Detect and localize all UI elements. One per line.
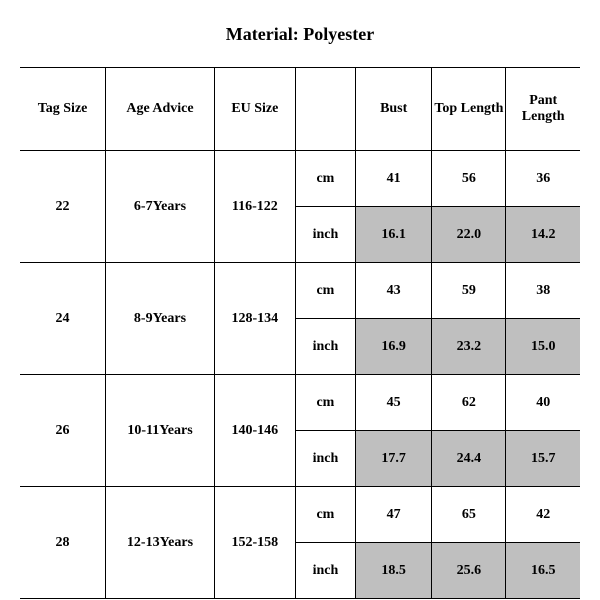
cell-pant-length: 36 <box>506 151 580 207</box>
cell-pant-length: 16.5 <box>506 543 580 599</box>
size-chart-page: Material: Polyester Tag Size Age Advice … <box>0 0 600 600</box>
cell-bust: 43 <box>356 263 432 319</box>
cell-eu-size: 152-158 <box>214 487 295 599</box>
cell-eu-size: 128-134 <box>214 263 295 375</box>
cell-age-advice: 6-7Years <box>106 151 215 263</box>
size-table: Tag Size Age Advice EU Size Bust Top Len… <box>20 67 580 599</box>
cell-unit: inch <box>295 319 355 375</box>
cell-unit: cm <box>295 151 355 207</box>
header-row: Tag Size Age Advice EU Size Bust Top Len… <box>20 68 580 151</box>
cell-bust: 16.9 <box>356 319 432 375</box>
cell-age-advice: 10-11Years <box>106 375 215 487</box>
cell-pant-length: 42 <box>506 487 580 543</box>
cell-unit: cm <box>295 375 355 431</box>
cell-bust: 16.1 <box>356 207 432 263</box>
cell-top-length: 65 <box>432 487 506 543</box>
cell-unit: inch <box>295 431 355 487</box>
cell-tag-size: 26 <box>20 375 106 487</box>
size-table-body: 226-7Years116-122cm415636inch16.122.014.… <box>20 151 580 599</box>
col-unit <box>295 68 355 151</box>
cell-eu-size: 140-146 <box>214 375 295 487</box>
cell-bust: 47 <box>356 487 432 543</box>
cell-unit: inch <box>295 543 355 599</box>
cell-bust: 45 <box>356 375 432 431</box>
table-row: 2610-11Years140-146cm456240 <box>20 375 580 431</box>
table-row: 226-7Years116-122cm415636 <box>20 151 580 207</box>
cell-top-length: 23.2 <box>432 319 506 375</box>
cell-top-length: 25.6 <box>432 543 506 599</box>
cell-top-length: 56 <box>432 151 506 207</box>
col-tag-size: Tag Size <box>20 68 106 151</box>
cell-top-length: 59 <box>432 263 506 319</box>
cell-pant-length: 38 <box>506 263 580 319</box>
cell-top-length: 62 <box>432 375 506 431</box>
cell-pant-length: 15.7 <box>506 431 580 487</box>
cell-pant-length: 40 <box>506 375 580 431</box>
col-eu-size: EU Size <box>214 68 295 151</box>
cell-age-advice: 8-9Years <box>106 263 215 375</box>
cell-bust: 18.5 <box>356 543 432 599</box>
col-top-length: Top Length <box>432 68 506 151</box>
col-age-advice: Age Advice <box>106 68 215 151</box>
cell-eu-size: 116-122 <box>214 151 295 263</box>
table-row: 2812-13Years152-158cm476542 <box>20 487 580 543</box>
col-bust: Bust <box>356 68 432 151</box>
cell-top-length: 24.4 <box>432 431 506 487</box>
cell-pant-length: 15.0 <box>506 319 580 375</box>
cell-unit: cm <box>295 487 355 543</box>
cell-bust: 17.7 <box>356 431 432 487</box>
cell-unit: cm <box>295 263 355 319</box>
cell-pant-length: 14.2 <box>506 207 580 263</box>
cell-tag-size: 22 <box>20 151 106 263</box>
cell-age-advice: 12-13Years <box>106 487 215 599</box>
cell-unit: inch <box>295 207 355 263</box>
cell-bust: 41 <box>356 151 432 207</box>
col-pant-length: Pant Length <box>506 68 580 151</box>
page-title: Material: Polyester <box>20 24 580 45</box>
cell-tag-size: 24 <box>20 263 106 375</box>
cell-tag-size: 28 <box>20 487 106 599</box>
table-row: 248-9Years128-134cm435938 <box>20 263 580 319</box>
cell-top-length: 22.0 <box>432 207 506 263</box>
